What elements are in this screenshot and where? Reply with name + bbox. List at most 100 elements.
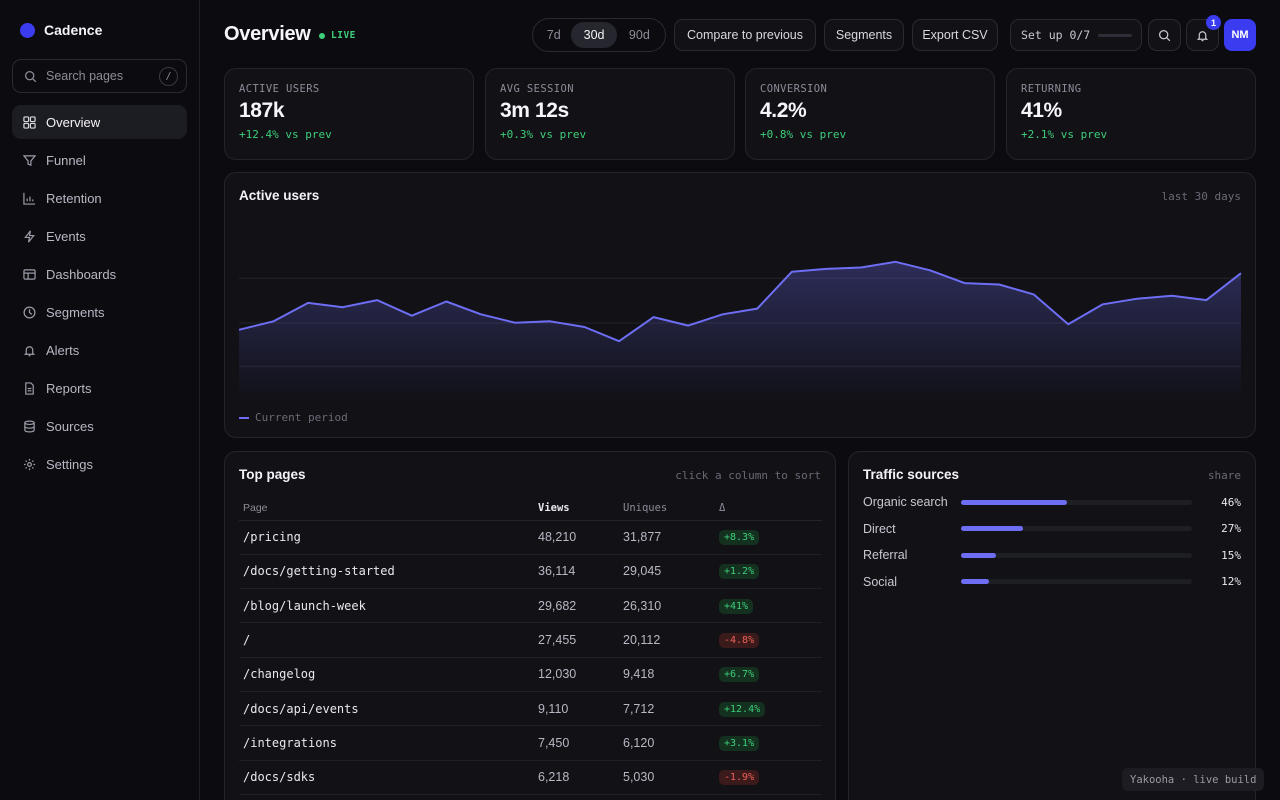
page-path: /docs/getting-started	[239, 554, 534, 590]
avatar[interactable]: NM	[1224, 19, 1256, 51]
sidebar-item-settings[interactable]: Settings	[12, 448, 187, 482]
table-row[interactable]: /integrations 7,450 6,120 +3.1%	[239, 725, 822, 761]
sidebar-item-overview[interactable]: Overview	[12, 105, 187, 139]
grid-icon	[23, 115, 36, 129]
logo-icon	[20, 22, 35, 38]
page-path: /docs/api/events	[239, 691, 534, 727]
traffic-sources-title: Traffic sources	[863, 467, 960, 482]
chart-data-point[interactable]	[786, 266, 798, 278]
top-pages-hint: click a column to sort	[675, 469, 821, 482]
brand[interactable]: Cadence	[20, 22, 102, 38]
chart-data-point[interactable]	[1062, 318, 1074, 330]
setup-progress-button[interactable]: Set up 0/7	[1010, 19, 1142, 51]
column-header-views[interactable]: Views	[534, 496, 619, 521]
sidebar-item-events[interactable]: Events	[12, 219, 187, 253]
page-uniques: 29,045	[619, 554, 715, 590]
column-header-delta[interactable]: Δ	[715, 496, 822, 521]
table-row[interactable]: /changelog 12,030 9,418 +6.7%	[239, 657, 822, 692]
chart-data-point[interactable]	[959, 277, 971, 289]
sidebar-item-label: Overview	[46, 114, 101, 130]
page-delta-cell: +41%	[715, 588, 822, 624]
page-delta-cell: +6.7%	[715, 657, 822, 692]
chart-data-point[interactable]	[1235, 267, 1247, 279]
chart-data-point[interactable]	[475, 308, 487, 320]
chart-data-point[interactable]	[1028, 288, 1040, 300]
kpi-card-returning: RETURNING 41% +2.1% vs prev	[1006, 68, 1256, 160]
app-name: Cadence	[44, 22, 103, 38]
kpi-label: AVG SESSION	[500, 83, 574, 95]
segments-button[interactable]: Segments	[824, 19, 904, 51]
source-bar-track	[961, 526, 1192, 531]
column-header-page[interactable]: Page	[239, 496, 534, 521]
range-option-30d[interactable]: 30d	[571, 22, 617, 48]
chart-data-point[interactable]	[1200, 294, 1212, 306]
sidebar-item-segments[interactable]: Segments	[12, 295, 187, 329]
chart-data-point[interactable]	[544, 315, 556, 327]
notifications-button[interactable]	[1186, 19, 1219, 51]
page-delta-cell: -4.8%	[715, 622, 822, 658]
source-bar-track	[961, 579, 1192, 584]
chart-data-point[interactable]	[855, 262, 867, 274]
sidebar-item-reports[interactable]: Reports	[12, 372, 187, 406]
chart-data-point[interactable]	[268, 315, 280, 327]
chart-data-point[interactable]	[924, 264, 936, 276]
table-row[interactable]: /docs/getting-started 36,114 29,045 +1.2%	[239, 554, 822, 590]
chart-data-point[interactable]	[751, 303, 763, 315]
table-row[interactable]: /docs/api/events 9,110 7,712 +12.4%	[239, 691, 822, 727]
sidebar-item-sources[interactable]: Sources	[12, 410, 187, 444]
sidebar-item-funnel[interactable]: Funnel	[12, 143, 187, 177]
range-option-90d[interactable]: 90d	[628, 28, 650, 42]
page-views: 9,110	[534, 691, 619, 727]
page-views: 27,455	[534, 622, 619, 658]
kpi-delta: +0.8% vs prev	[760, 128, 847, 141]
traffic-source-row[interactable]: Social 12%	[863, 572, 1241, 592]
kpi-value: 3m 12s	[500, 99, 569, 122]
compare-button[interactable]: Compare to previous	[674, 19, 816, 51]
chart-data-point[interactable]	[889, 256, 901, 268]
search-icon	[1158, 29, 1171, 41]
chart-data-point[interactable]	[820, 263, 832, 275]
search-input[interactable]: Search pages /	[12, 59, 187, 93]
chart-data-point[interactable]	[1097, 298, 1109, 310]
chart-data-point[interactable]	[1166, 290, 1178, 302]
chart-data-point[interactable]	[579, 321, 591, 333]
traffic-source-row[interactable]: Direct 27%	[863, 519, 1241, 539]
notification-badge: 1	[1206, 15, 1221, 30]
chart-data-point[interactable]	[440, 296, 452, 308]
sidebar-item-dashboards[interactable]: Dashboards	[12, 257, 187, 291]
table-row[interactable]: /blog/launch-week 29,682 26,310 +41%	[239, 588, 822, 624]
chart-data-point[interactable]	[613, 335, 625, 347]
chart-data-point[interactable]	[233, 324, 245, 336]
table-row[interactable]: /27,455 20,112 -4.8%	[239, 622, 822, 658]
chart-data-point[interactable]	[717, 308, 729, 320]
chart-data-point[interactable]	[993, 279, 1005, 291]
sidebar-item-label: Segments	[46, 304, 105, 320]
chart-data-point[interactable]	[406, 310, 418, 322]
column-header-uniques[interactable]: Uniques	[619, 496, 715, 521]
page-views: 7,450	[534, 725, 619, 761]
search-button[interactable]	[1148, 19, 1181, 51]
table-row[interactable]: /pricing 48,210 31,877 +8.3%	[239, 520, 822, 555]
source-share: 46%	[1221, 495, 1241, 509]
chart-data-point[interactable]	[371, 294, 383, 306]
traffic-source-row[interactable]: Organic search 46%	[863, 492, 1241, 512]
chart-data-point[interactable]	[682, 320, 694, 332]
kpi-value: 187k	[239, 99, 285, 122]
traffic-source-row[interactable]: Referral 15%	[863, 545, 1241, 565]
chart-data-point[interactable]	[509, 317, 521, 329]
date-range-selector: 7d 30d 90d	[532, 18, 666, 52]
top-pages-card: Top pages click a column to sort Page Vi…	[224, 451, 836, 800]
export-csv-button[interactable]: Export CSV	[912, 19, 998, 51]
chart-data-point[interactable]	[1131, 293, 1143, 305]
table-row[interactable]: /docs/sdks 6,218 5,030 -1.9%	[239, 760, 822, 795]
sidebar-item-alerts[interactable]: Alerts	[12, 334, 187, 368]
search-icon	[24, 70, 37, 82]
page-views: 12,030	[534, 657, 619, 692]
range-option-7d[interactable]: 7d	[546, 28, 561, 42]
kpi-label: RETURNING	[1021, 83, 1082, 95]
chart-data-point[interactable]	[302, 297, 314, 309]
chart-data-point[interactable]	[337, 301, 349, 313]
sidebar-item-retention[interactable]: Retention	[12, 181, 187, 215]
active-users-chart[interactable]	[238, 215, 1242, 405]
chart-data-point[interactable]	[648, 311, 660, 323]
